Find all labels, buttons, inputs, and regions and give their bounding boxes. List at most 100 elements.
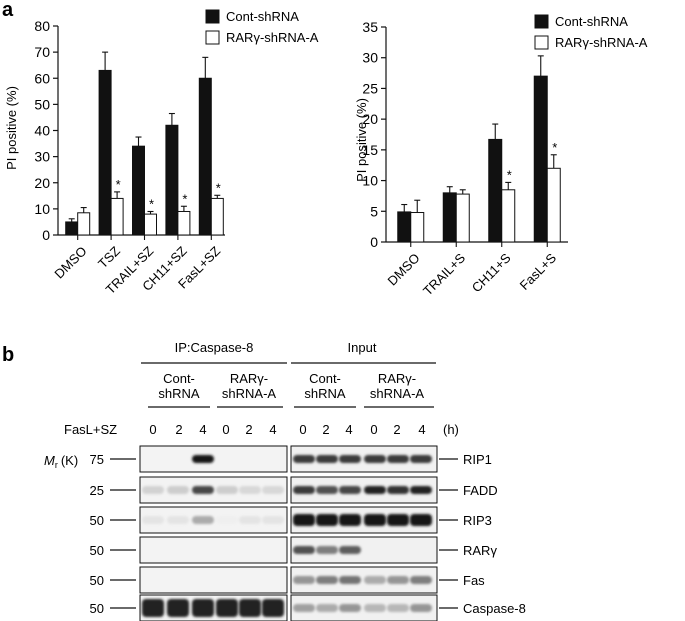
blot-row-fas: 50 Fas — [90, 566, 485, 594]
y-tick-label: 10 — [362, 173, 378, 189]
blot-band — [339, 546, 361, 554]
legend-rar-right: RARγ-shRNA-A — [555, 35, 648, 50]
blot-band — [293, 514, 315, 526]
blot-band — [167, 516, 189, 524]
blot-band — [192, 486, 214, 494]
legend-cont-left: Cont-shRNA — [226, 9, 299, 24]
y-tick-label: 30 — [362, 50, 378, 66]
bar-cont-shrna — [198, 77, 212, 236]
protein-label: Caspase-8 — [463, 601, 526, 616]
y-tick-label: 40 — [34, 123, 50, 139]
blot-band — [339, 455, 361, 463]
blot-band — [387, 604, 409, 612]
y-tick-label: 60 — [34, 70, 50, 86]
bar-rar-shrna — [455, 193, 470, 243]
blot-box-ip — [139, 536, 288, 564]
panel-b-label: b — [2, 344, 14, 366]
y-axis-ticks-right: 0 5 10 15 20 25 30 35 — [362, 19, 568, 250]
timepoint-label: 4 — [269, 422, 276, 437]
legend-swatch-rar-right — [534, 35, 549, 50]
blot-band — [364, 604, 386, 612]
protein-label: FADD — [463, 483, 498, 498]
significance-mark: * — [507, 167, 512, 182]
blot-band — [216, 599, 238, 617]
bar-rar-shrna — [77, 212, 91, 236]
y-tick-label: 20 — [34, 175, 50, 191]
blot-band — [316, 576, 338, 584]
timepoint-label: 0 — [222, 422, 229, 437]
western-blots: 75 RIP1 25 FADD 50 RIP3 50 RARγ 50 Fas 50 Caspase-8 — [90, 445, 526, 621]
legend-right: Cont-shRNA RARγ-shRNA-A — [534, 14, 648, 50]
protein-label: RIP3 — [463, 513, 492, 528]
timepoint-label: 4 — [199, 422, 206, 437]
legend-cont-right: Cont-shRNA — [555, 14, 628, 29]
legend-swatch-cont-right — [534, 14, 549, 29]
y-tick-label: 15 — [362, 142, 378, 158]
y-tick-label: 80 — [34, 18, 50, 34]
bars-right: ** — [397, 55, 561, 243]
group-label-input-cont-2: shRNA — [304, 386, 346, 401]
blot-band — [142, 516, 164, 524]
bar-cont-shrna — [533, 75, 548, 243]
blot-row-rar-: 50 RARγ — [90, 536, 497, 564]
y-axis-label-right: PI positive (%) — [354, 98, 369, 182]
blot-band — [192, 516, 214, 524]
legend-swatch-cont — [205, 9, 220, 24]
bar-cont-shrna — [488, 138, 503, 243]
timepoint-label: 4 — [418, 422, 425, 437]
group-label-input-rar-1: RARγ- — [378, 371, 416, 386]
bar-cont-shrna — [65, 221, 79, 236]
blot-band — [167, 486, 189, 494]
blot-row-rip3: 50 RIP3 — [90, 506, 492, 534]
blot-band — [387, 576, 409, 584]
timepoint-label: 2 — [393, 422, 400, 437]
y-tick-label: 35 — [362, 19, 378, 35]
blot-header: IP:Caspase-8 Input Cont- shRNA RARγ- shR… — [44, 340, 459, 470]
blot-band — [262, 516, 284, 524]
blot-band — [410, 514, 432, 526]
group-label-input-rar-2: shRNA-A — [370, 386, 425, 401]
y-tick-label: 0 — [370, 234, 378, 250]
y-tick-label: 20 — [362, 111, 378, 127]
blot-band — [339, 486, 361, 494]
blot-band — [410, 455, 432, 463]
y-tick-label: 0 — [42, 227, 50, 243]
blot-band — [262, 599, 284, 617]
significance-mark: * — [149, 196, 154, 211]
blot-band — [364, 514, 386, 526]
mw-marker-label: 50 — [90, 513, 104, 528]
y-axis-label-left: PI positive (%) — [4, 86, 19, 170]
y-tick-label: 25 — [362, 80, 378, 96]
bar-rar-shrna — [210, 197, 224, 236]
bars-left: * * * * — [65, 51, 224, 236]
timepoint-labels: 0 2 4 0 2 4 0 2 4 0 2 4 — [149, 422, 425, 437]
x-category-label: FasL+S — [517, 250, 560, 293]
x-category-label: DMSO — [51, 243, 89, 281]
blot-band — [293, 546, 315, 554]
ip-title: IP:Caspase-8 — [175, 340, 254, 355]
blot-band — [387, 486, 409, 494]
timepoint-label: 2 — [322, 422, 329, 437]
y-tick-label: 10 — [34, 201, 50, 217]
panel-a-label: a — [2, 0, 14, 21]
timepoint-label: 2 — [175, 422, 182, 437]
timepoint-label: 0 — [370, 422, 377, 437]
significance-mark: * — [182, 191, 187, 206]
y-tick-label: 5 — [370, 203, 378, 219]
significance-mark: * — [216, 180, 221, 195]
bar-cont-shrna — [165, 124, 179, 236]
blot-band — [293, 604, 315, 612]
mw-marker-label: 50 — [90, 543, 104, 558]
blot-band — [316, 455, 338, 463]
blot-band — [364, 455, 386, 463]
legend-swatch-rar — [205, 30, 220, 45]
timepoint-label: 0 — [149, 422, 156, 437]
bar-rar-shrna — [144, 213, 157, 236]
blot-band — [316, 514, 338, 526]
mr-unit: (K) — [61, 453, 78, 468]
blot-band — [293, 486, 315, 494]
bar-cont-shrna — [442, 192, 457, 243]
blot-band — [192, 455, 214, 463]
